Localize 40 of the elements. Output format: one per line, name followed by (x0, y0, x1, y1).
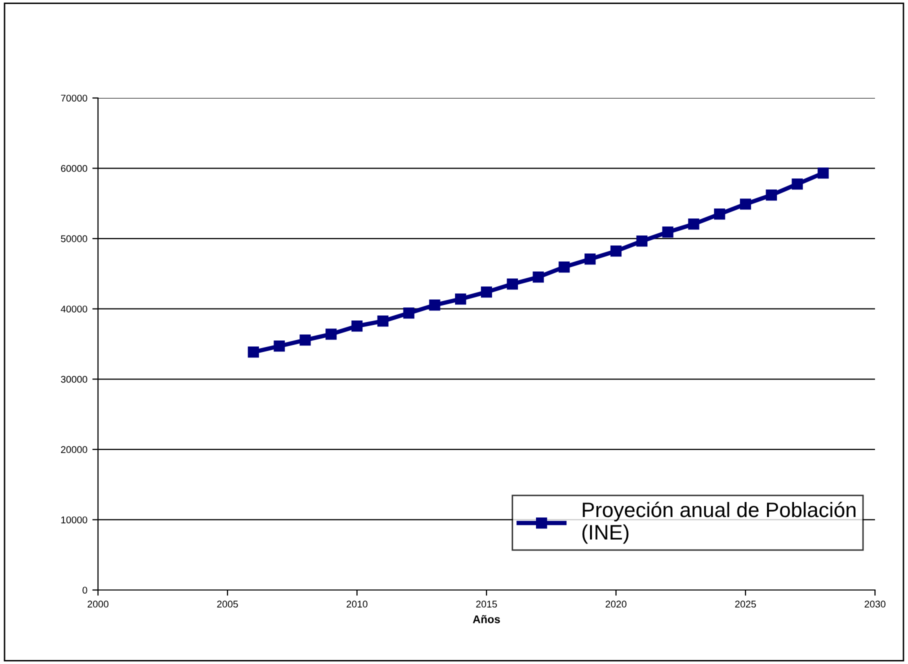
point (662, 226, 674, 238)
point (351, 320, 363, 332)
point (636, 236, 648, 247)
point (714, 208, 726, 220)
x-tick-label: 2015 (476, 600, 497, 608)
y-tick-label: 10000 (61, 516, 88, 524)
y-tick-label: 70000 (61, 94, 88, 102)
point (610, 246, 622, 257)
point (300, 334, 311, 346)
legend-label: Proyeción anual de Población (INE) (582, 502, 856, 544)
y-tick-label: 30000 (60, 376, 88, 383)
point (274, 340, 285, 352)
y-tick-label: 50000 (60, 235, 88, 242)
x-tick-label: 2000 (88, 600, 108, 608)
x-tick-label: 2030 (864, 600, 886, 608)
point (584, 254, 596, 265)
x-tick-label: 2010 (346, 600, 368, 608)
x-tick-label: 2020 (606, 600, 626, 608)
point (818, 168, 829, 179)
y-tick-label: 40000 (60, 306, 88, 312)
point (326, 328, 337, 340)
point (792, 178, 803, 190)
point (455, 293, 466, 305)
y-tick-label: 20000 (61, 446, 88, 454)
point (766, 190, 777, 201)
point (532, 272, 544, 283)
point (377, 316, 388, 327)
x-tick-label: 2025 (735, 600, 756, 608)
point (480, 286, 492, 298)
point (429, 300, 440, 311)
x-tick-label: 2005 (217, 600, 238, 608)
x-axis-title: Años (472, 615, 500, 624)
y-tick-label: 60000 (61, 165, 88, 172)
point (558, 261, 570, 273)
point (403, 308, 414, 319)
y-tick-label: 0 (82, 586, 88, 594)
point (688, 218, 700, 230)
point (248, 346, 259, 358)
point (506, 278, 518, 290)
point (740, 198, 752, 210)
